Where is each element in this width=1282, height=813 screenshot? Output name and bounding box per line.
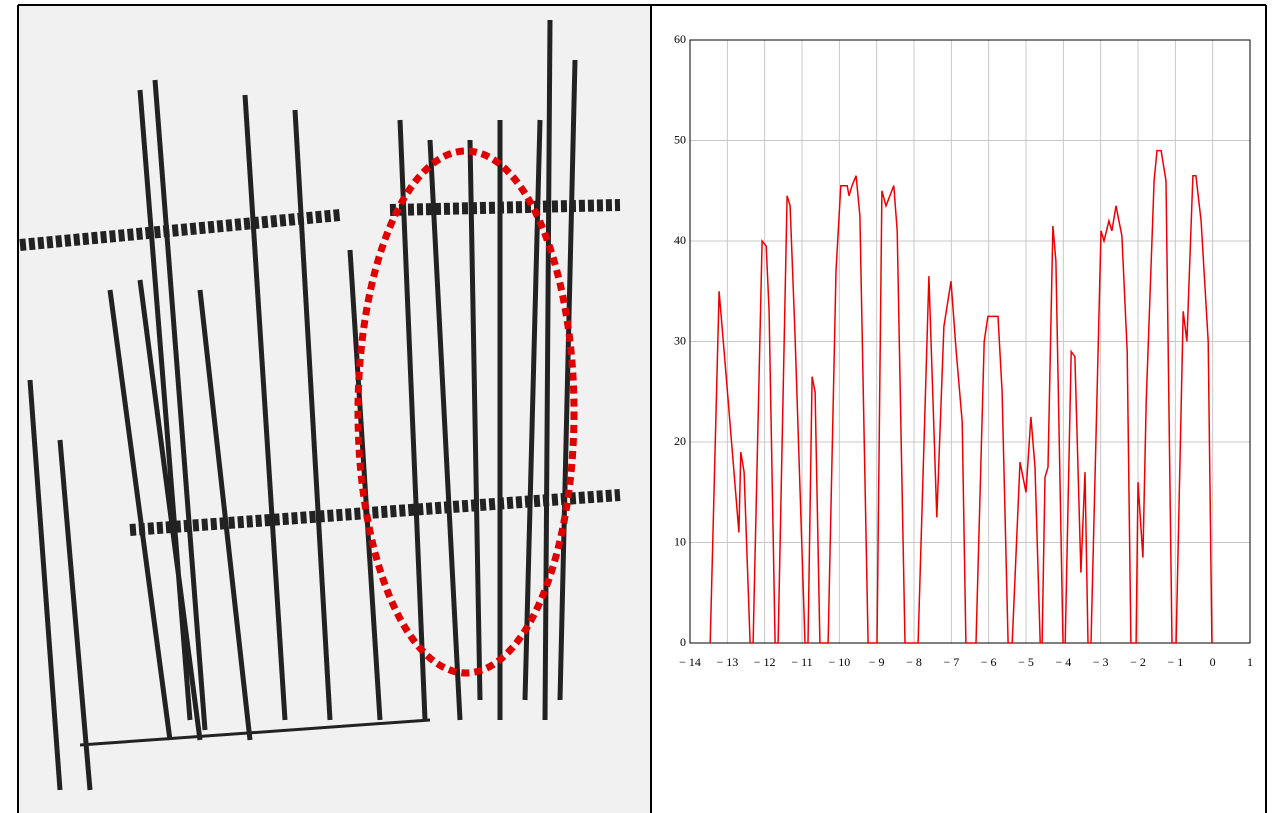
figure: 0102030405060− 14− 13− 12− 11− 10− 9− 8−…: [0, 0, 1282, 813]
y-tick-label: 30: [674, 333, 686, 347]
x-tick-label: − 8: [906, 655, 922, 669]
x-tick-label: − 3: [1093, 655, 1109, 669]
x-tick-label: − 7: [943, 655, 959, 669]
x-tick-label: − 14: [679, 655, 701, 669]
photo-background: [19, 6, 650, 813]
x-tick-label: − 5: [1018, 655, 1034, 669]
x-tick-label: − 12: [754, 655, 776, 669]
x-tick-label: − 9: [869, 655, 885, 669]
x-tick-label: − 13: [716, 655, 738, 669]
y-tick-label: 50: [674, 132, 686, 146]
x-tick-label: 0: [1210, 655, 1216, 669]
x-tick-label: 1: [1247, 655, 1253, 669]
x-tick-label: − 10: [828, 655, 850, 669]
y-tick-label: 20: [674, 434, 686, 448]
y-tick-label: 40: [674, 233, 686, 247]
data-line: [710, 151, 1212, 643]
y-tick-label: 60: [674, 32, 686, 46]
x-tick-label: − 4: [1055, 655, 1071, 669]
x-tick-label: − 2: [1130, 655, 1146, 669]
x-tick-label: − 6: [981, 655, 997, 669]
x-tick-label: − 11: [791, 655, 812, 669]
y-tick-label: 0: [680, 635, 686, 649]
x-tick-label: − 1: [1167, 655, 1183, 669]
photo-panel: [19, 6, 650, 813]
y-tick-label: 10: [674, 534, 686, 548]
